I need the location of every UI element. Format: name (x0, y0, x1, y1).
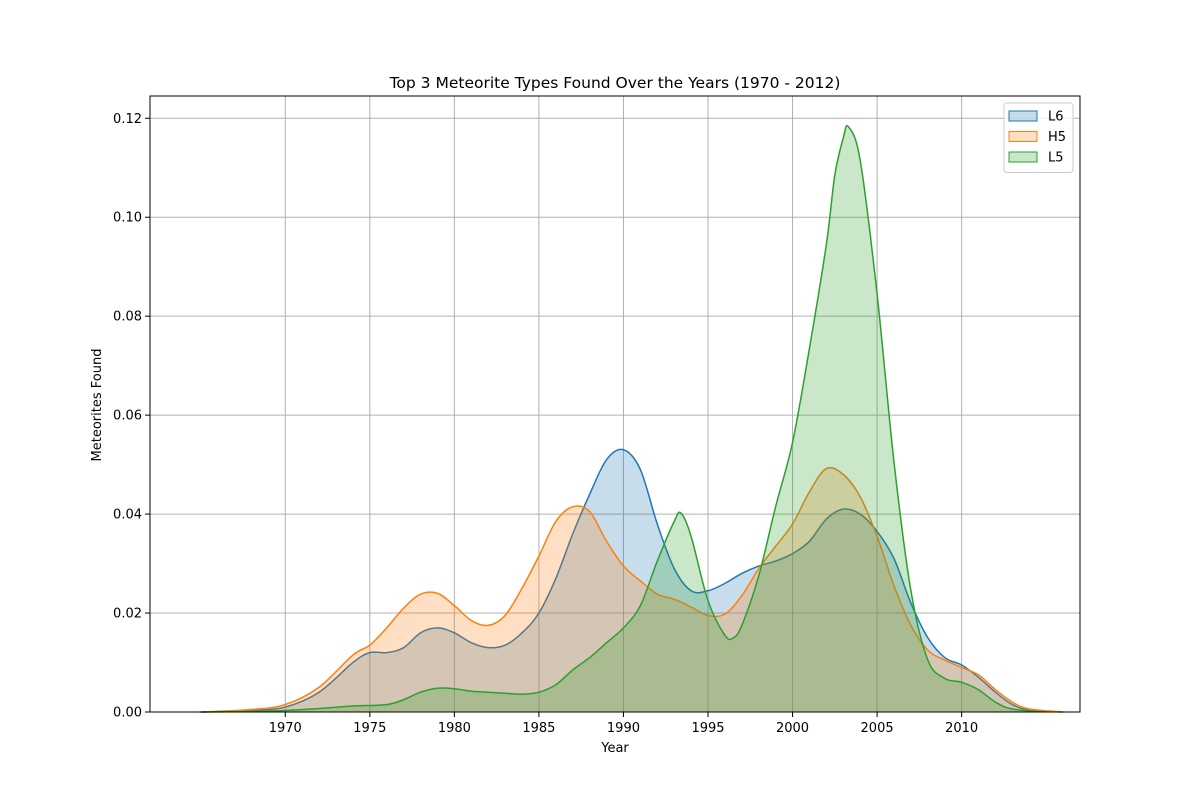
series-line-h5 (200, 466, 1064, 713)
ticks: 1970 1975 1980 1985 1990 1995 2000 2005 2010 0.00… (113, 112, 978, 736)
x-tick-label: 1970 (269, 721, 302, 736)
x-tick-label: 2010 (945, 721, 978, 736)
series-area-h5 (200, 467, 1064, 712)
y-tick-label: 0.06 (113, 409, 142, 424)
y-axis-label: Meteorites Found (90, 349, 105, 462)
series-layer (200, 125, 1064, 713)
legend-label-l6: L6 (1048, 110, 1064, 125)
legend-swatch-l6 (1008, 110, 1038, 122)
legend-box (1003, 102, 1074, 173)
y-tick-label: 0.12 (113, 112, 142, 127)
series-line-l6 (200, 448, 1064, 713)
y-tick-label: 0.08 (113, 310, 142, 325)
legend-label-l5: L5 (1048, 151, 1064, 166)
x-tick-label: 1995 (691, 721, 724, 736)
x-tick-label: 1990 (607, 721, 640, 736)
x-axis-label: Year (600, 741, 629, 756)
x-tick-label: 1980 (438, 721, 471, 736)
x-tick-label: 1975 (353, 721, 386, 736)
legend-label-h5: H5 (1048, 130, 1066, 145)
legend: L6 H5 L5 (1003, 102, 1074, 173)
plot-frame (149, 95, 1081, 713)
x-tick-label: 2000 (776, 721, 809, 736)
y-tick-label: 0.02 (113, 607, 142, 622)
series-line-l5 (200, 125, 1047, 713)
y-tick-label: 0.10 (113, 211, 142, 226)
y-tick-label: 0.00 (113, 706, 142, 721)
y-tick-label: 0.04 (113, 508, 142, 523)
series-area-l5 (200, 125, 1047, 713)
legend-swatch-h5 (1008, 131, 1038, 142)
legend-swatch-l5 (1008, 151, 1038, 163)
series-area-l6 (200, 449, 1064, 712)
x-tick-label: 2005 (861, 721, 894, 736)
chart-title: Top 3 Meteorite Types Found Over the Yea… (389, 74, 841, 92)
x-tick-label: 1985 (522, 721, 555, 736)
